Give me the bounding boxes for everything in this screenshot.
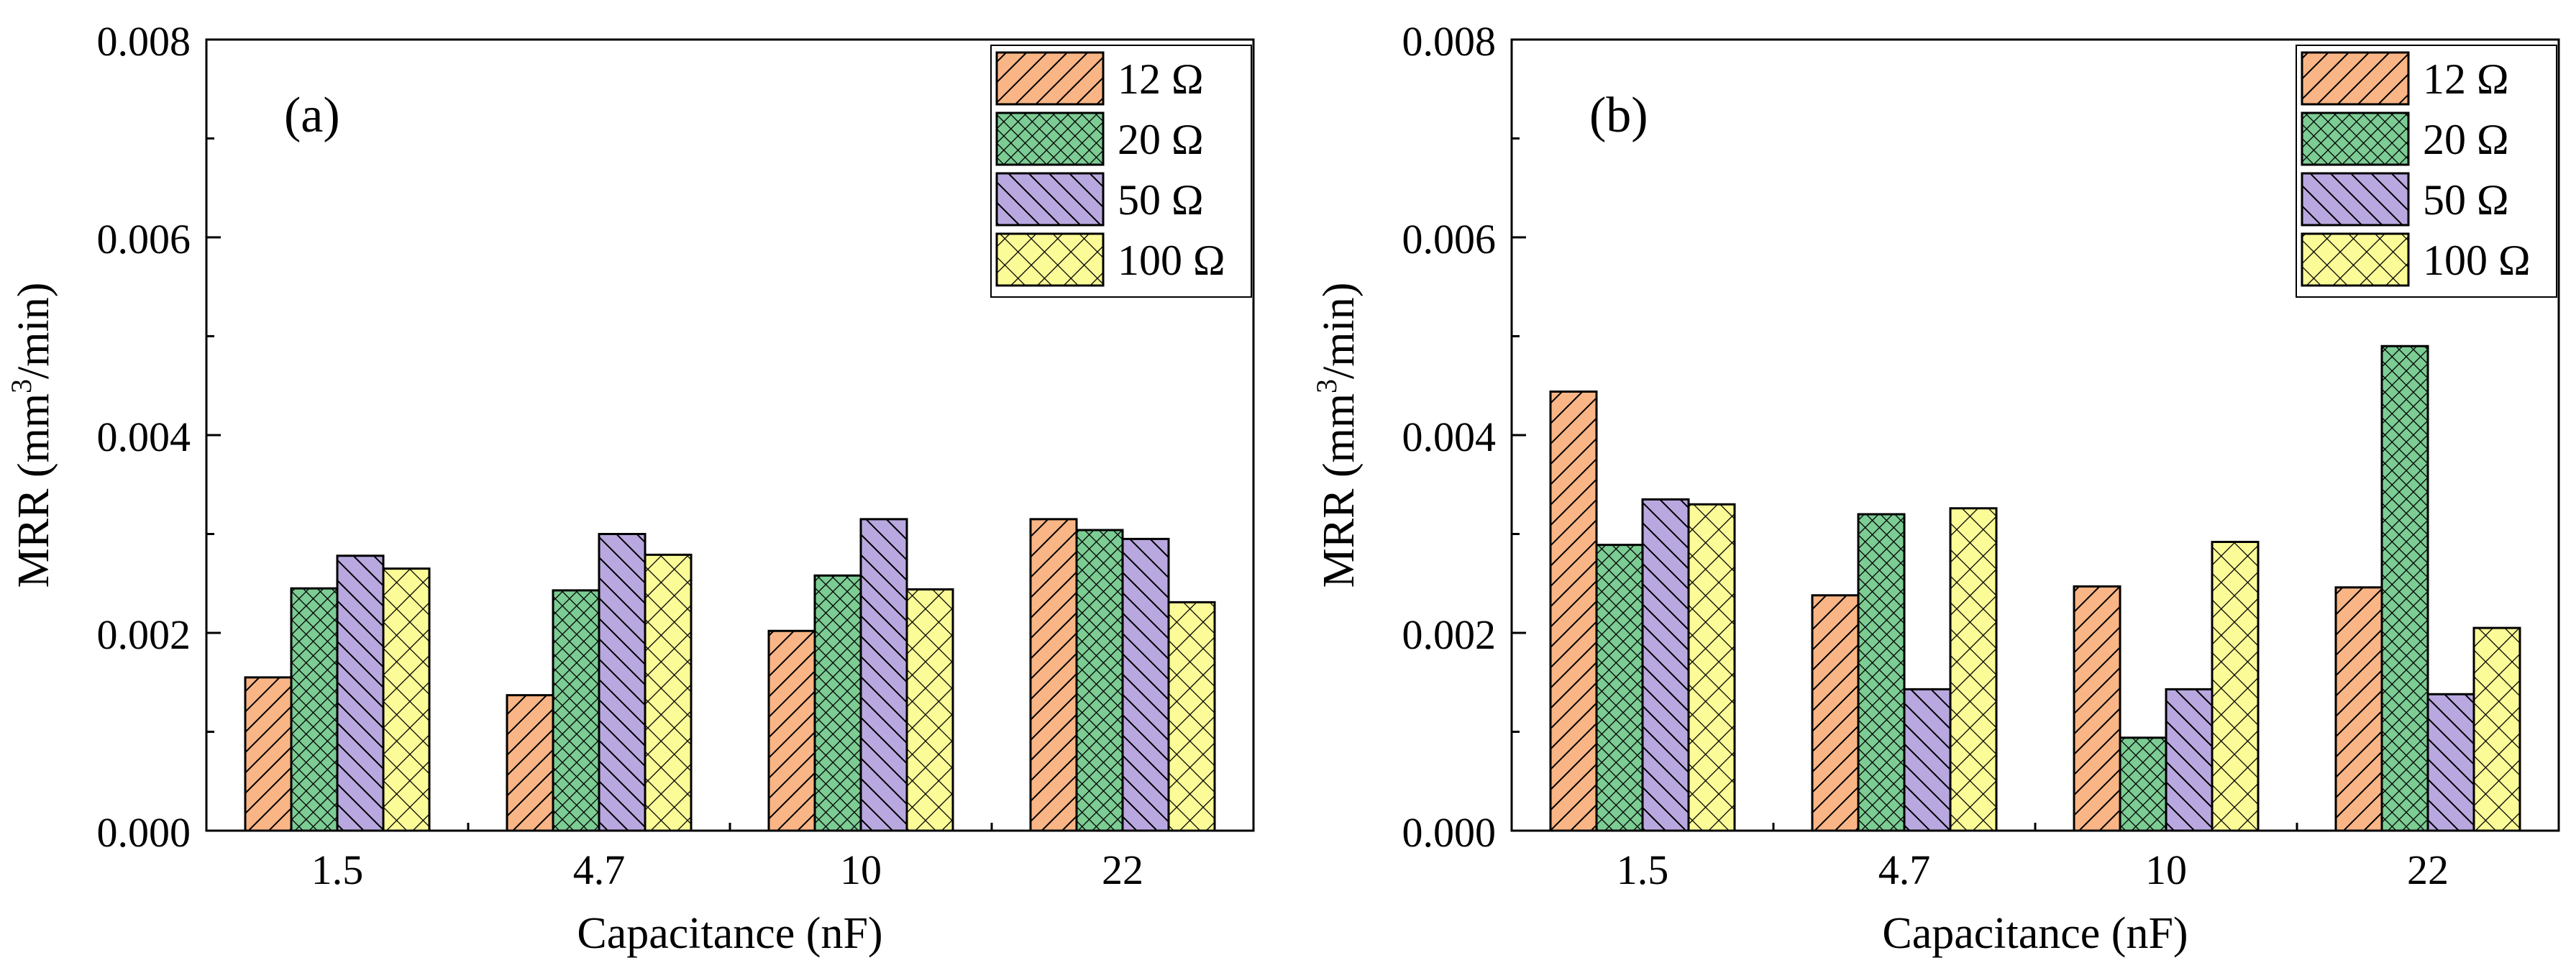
legend-label-50-ohm: 50 Ω <box>2423 176 2509 224</box>
bar-20-ohm-1_5 <box>1595 544 1644 832</box>
bar-12-ohm-4_7 <box>506 694 554 832</box>
y-axis-label-main: MRR (mm <box>1315 393 1364 588</box>
legend-label-50-ohm: 50 Ω <box>1118 176 1204 224</box>
legend-swatch-12-ohm <box>995 51 1105 106</box>
x-axis-label: Capacitance (nF) <box>1882 909 2188 958</box>
bar-12-ohm-1_5 <box>1549 391 1598 832</box>
panel-label: (a) <box>284 88 340 143</box>
x-tick-label: 10 <box>2145 846 2187 893</box>
y-tick-label: 0.002 <box>1402 611 1497 658</box>
bar-50-ohm-4_7 <box>1903 688 1952 832</box>
bar-100-ohm-1_5 <box>1687 503 1736 832</box>
legend-label-20-ohm: 20 Ω <box>1118 116 1204 163</box>
y-axis-label: MRR (mm3/min) <box>5 283 58 588</box>
y-tick-label: 0.008 <box>1402 18 1497 65</box>
legend-swatch-12-ohm <box>2301 51 2410 106</box>
bar-100-ohm-22 <box>2472 626 2521 832</box>
bar-50-ohm-10 <box>2165 688 2214 832</box>
y-axis-label-superscript: 3 <box>1310 379 1343 393</box>
bar-20-ohm-4_7 <box>1857 513 1906 832</box>
x-tick-label: 1.5 <box>311 846 364 893</box>
bar-50-ohm-4_7 <box>598 533 647 832</box>
bar-20-ohm-1_5 <box>290 587 339 832</box>
bar-20-ohm-10 <box>813 574 862 832</box>
legend-swatch-50-ohm <box>2301 172 2410 227</box>
y-tick-label: 0.004 <box>97 414 191 460</box>
y-tick-label: 0.006 <box>1402 216 1497 263</box>
bar-20-ohm-22 <box>1075 529 1124 832</box>
legend-swatch-50-ohm <box>995 172 1105 227</box>
bar-12-ohm-4_7 <box>1811 594 1860 832</box>
y-axis-label-tail: /min) <box>9 283 58 379</box>
legend-swatch-100-ohm <box>995 232 1105 287</box>
legend-swatch-100-ohm <box>2301 232 2410 287</box>
chart-panel-a: 0.000 0.002 0.004 0.006 0.008 1.5 4.7 10 22 Capac… <box>5 18 1255 958</box>
y-tick-label: 0.008 <box>97 18 191 65</box>
y-tick-label: 0.000 <box>97 809 191 856</box>
legend-label-100-ohm: 100 Ω <box>1118 237 1225 284</box>
chart-panel-b: 0.000 0.002 0.004 0.006 0.008 1.5 4.7 10 22 Capac… <box>1310 18 2560 958</box>
bar-50-ohm-22 <box>1121 537 1170 832</box>
legend-label-12-ohm: 12 Ω <box>2423 55 2509 103</box>
legend-label-12-ohm: 12 Ω <box>1118 55 1204 103</box>
bar-100-ohm-10 <box>2211 541 2260 832</box>
bar-12-ohm-22 <box>1029 518 1078 832</box>
x-tick-label: 4.7 <box>1878 846 1931 893</box>
bar-100-ohm-22 <box>1167 601 1216 832</box>
y-axis-label-superscript: 3 <box>5 379 37 393</box>
bar-12-ohm-1_5 <box>244 676 293 832</box>
bar-12-ohm-10 <box>767 629 816 832</box>
y-axis-label-tail: /min) <box>1315 283 1364 379</box>
bar-50-ohm-1_5 <box>1641 498 1690 832</box>
bar-100-ohm-4_7 <box>644 553 693 832</box>
x-tick-label: 10 <box>840 846 882 893</box>
bar-50-ohm-22 <box>2426 693 2475 832</box>
bar-12-ohm-22 <box>2334 586 2383 832</box>
legend-swatch-20-ohm <box>2301 111 2410 166</box>
legend-swatch-20-ohm <box>995 111 1105 166</box>
panel-label: (b) <box>1589 88 1648 143</box>
x-tick-label: 22 <box>2407 846 2449 893</box>
y-tick-label: 0.006 <box>97 216 191 263</box>
bar-50-ohm-1_5 <box>336 554 385 832</box>
bar-20-ohm-4_7 <box>552 589 600 832</box>
bar-50-ohm-10 <box>859 518 908 832</box>
y-tick-label: 0.002 <box>97 611 191 658</box>
y-tick-label: 0.004 <box>1402 414 1497 460</box>
y-axis-label: MRR (mm3/min) <box>1310 283 1364 588</box>
bar-12-ohm-10 <box>2073 585 2121 832</box>
legend-label-20-ohm: 20 Ω <box>2423 116 2509 163</box>
x-axis-label: Capacitance (nF) <box>577 909 882 958</box>
legend-label-100-ohm: 100 Ω <box>2423 237 2531 284</box>
bar-20-ohm-10 <box>2119 736 2168 832</box>
y-tick-label: 0.000 <box>1402 809 1497 856</box>
x-tick-label: 4.7 <box>573 846 626 893</box>
bar-20-ohm-22 <box>2380 344 2429 832</box>
bar-100-ohm-4_7 <box>1949 507 1998 832</box>
bar-100-ohm-10 <box>905 588 954 832</box>
x-tick-label: 1.5 <box>1617 846 1669 893</box>
bar-100-ohm-1_5 <box>382 567 431 832</box>
y-axis-label-main: MRR (mm <box>9 393 58 588</box>
x-tick-label: 22 <box>1102 846 1143 893</box>
